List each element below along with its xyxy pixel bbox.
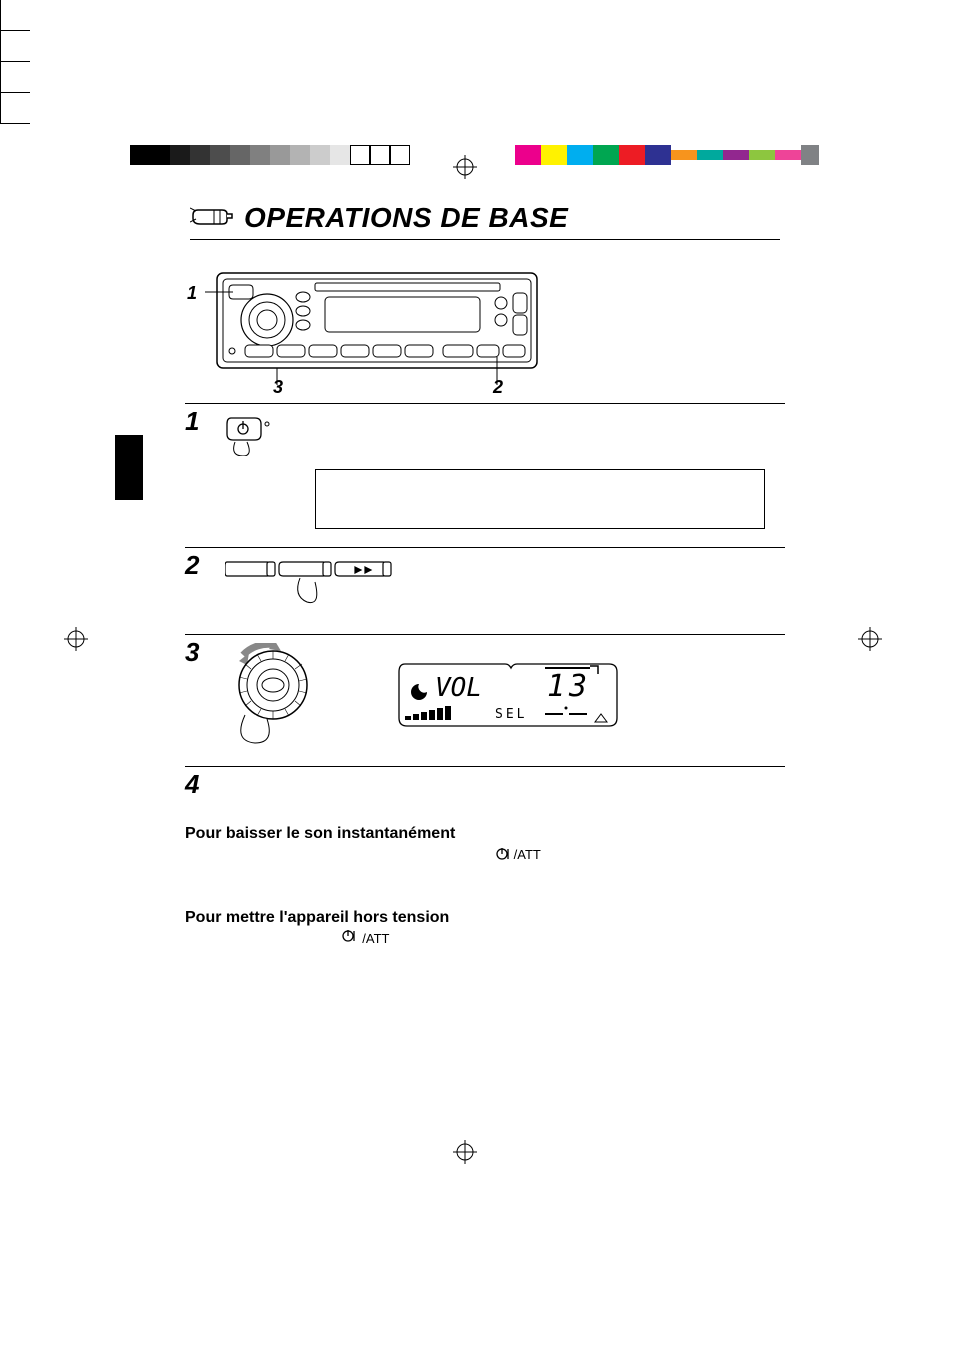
power-icon xyxy=(342,929,358,943)
note-box xyxy=(315,469,765,529)
pointing-hand-icon xyxy=(190,200,234,235)
step-2: 2 xyxy=(185,547,785,616)
lcd-vol-label: VOL xyxy=(435,673,482,703)
svg-text:SEL: SEL xyxy=(495,707,527,722)
page-title: OPERATIONS DE BASE xyxy=(244,202,568,234)
registration-mark-right xyxy=(858,627,882,656)
lcd-display: VOL 13 SEL xyxy=(395,656,625,736)
att-label-2: /ATT xyxy=(362,931,389,946)
power-button-illustration xyxy=(225,412,275,456)
registration-mark-bottom xyxy=(453,1140,477,1169)
step-1-number: 1 xyxy=(185,406,199,437)
callout-1: 1 xyxy=(187,283,197,304)
step-3-number: 3 xyxy=(185,637,199,668)
step-1: 1 xyxy=(185,403,785,529)
source-buttons-illustration xyxy=(225,556,395,611)
callout-3: 3 xyxy=(273,377,283,398)
volume-knob-illustration xyxy=(225,643,335,748)
svg-text:13: 13 xyxy=(547,669,591,704)
power-icon xyxy=(496,847,512,861)
registration-mark-left xyxy=(64,627,88,656)
heading-mute: Pour baisser le son instantanément xyxy=(185,825,810,843)
step-3: 3 xyxy=(185,634,785,748)
att-label-1: /ATT xyxy=(514,846,541,864)
callout-2: 2 xyxy=(493,377,503,398)
step-2-number: 2 xyxy=(185,550,199,581)
heading-off: Pour mettre l'appareil hors tension xyxy=(185,909,810,927)
step-4: 4 xyxy=(185,766,785,805)
radio-diagram: 1 3 2 xyxy=(205,265,545,385)
step-4-number: 4 xyxy=(185,769,199,800)
